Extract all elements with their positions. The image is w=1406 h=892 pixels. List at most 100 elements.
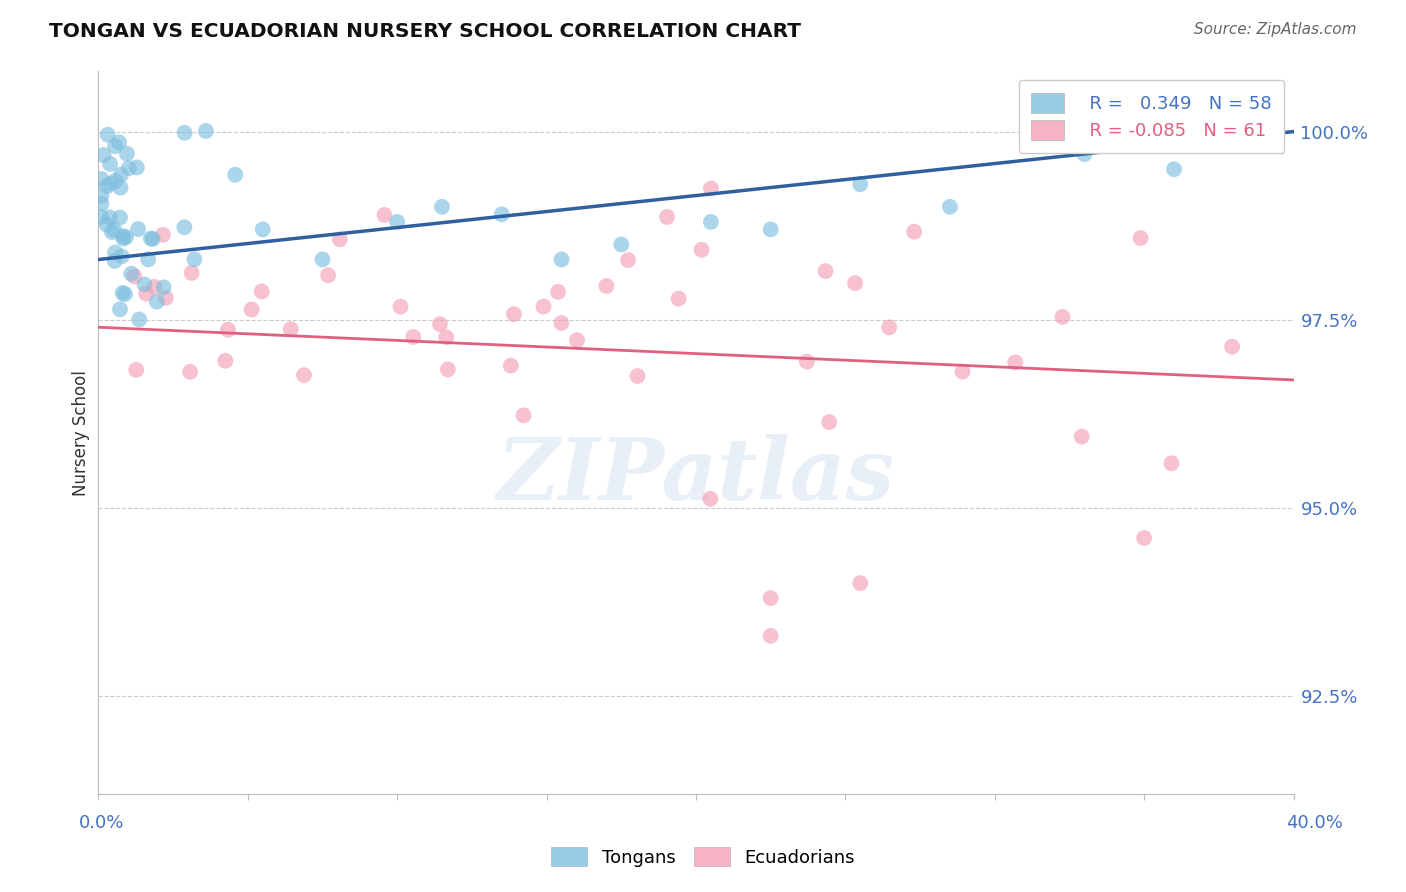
Point bbox=[292, 368, 315, 383]
Point bbox=[108, 136, 131, 150]
Point bbox=[104, 254, 127, 268]
Point bbox=[1133, 531, 1156, 545]
Point bbox=[115, 230, 138, 244]
Point bbox=[93, 148, 115, 162]
Legend: Tongans, Ecuadorians: Tongans, Ecuadorians bbox=[544, 840, 862, 874]
Point bbox=[844, 276, 866, 290]
Text: Source: ZipAtlas.com: Source: ZipAtlas.com bbox=[1194, 22, 1357, 37]
Point bbox=[550, 252, 572, 267]
Point bbox=[112, 231, 135, 245]
Point bbox=[655, 210, 678, 224]
Point bbox=[194, 124, 217, 138]
Point bbox=[118, 161, 141, 175]
Point bbox=[1220, 340, 1243, 354]
Point bbox=[1070, 429, 1092, 443]
Point bbox=[98, 211, 121, 225]
Point bbox=[700, 181, 723, 195]
Y-axis label: Nursery School: Nursery School bbox=[72, 369, 90, 496]
Point bbox=[127, 222, 149, 236]
Point bbox=[135, 286, 157, 301]
Point bbox=[877, 320, 900, 334]
Point bbox=[180, 266, 202, 280]
Point bbox=[550, 316, 572, 330]
Point bbox=[152, 280, 174, 294]
Point bbox=[759, 222, 782, 236]
Point bbox=[183, 252, 205, 267]
Point bbox=[903, 225, 925, 239]
Point bbox=[101, 225, 124, 239]
Point bbox=[110, 168, 132, 182]
Point bbox=[385, 215, 409, 229]
Point bbox=[139, 231, 162, 245]
Point bbox=[849, 178, 872, 192]
Point bbox=[108, 302, 131, 317]
Point bbox=[104, 139, 127, 153]
Point bbox=[143, 280, 166, 294]
Point bbox=[610, 237, 633, 252]
Point bbox=[136, 252, 159, 267]
Point bbox=[1004, 355, 1026, 369]
Point bbox=[103, 222, 125, 236]
Point bbox=[402, 330, 425, 344]
Point bbox=[115, 146, 138, 161]
Text: TONGAN VS ECUADORIAN NURSERY SCHOOL CORRELATION CHART: TONGAN VS ECUADORIAN NURSERY SCHOOL CORR… bbox=[49, 22, 801, 41]
Point bbox=[142, 232, 165, 246]
Point bbox=[110, 180, 132, 194]
Point bbox=[668, 292, 690, 306]
Point bbox=[491, 207, 513, 221]
Point bbox=[429, 317, 451, 331]
Point bbox=[96, 179, 118, 194]
Point bbox=[700, 215, 723, 229]
Point bbox=[690, 243, 713, 257]
Point bbox=[111, 249, 134, 263]
Point bbox=[146, 294, 169, 309]
Point bbox=[240, 302, 263, 317]
Point bbox=[1129, 231, 1152, 245]
Point bbox=[120, 267, 142, 281]
Point bbox=[173, 220, 195, 235]
Point bbox=[97, 128, 120, 142]
Point bbox=[1163, 162, 1185, 177]
Point bbox=[565, 333, 588, 347]
Point bbox=[111, 285, 134, 300]
Point bbox=[1160, 456, 1182, 470]
Point bbox=[1052, 310, 1074, 324]
Point bbox=[547, 285, 569, 299]
Point bbox=[316, 268, 339, 283]
Point bbox=[389, 300, 412, 314]
Point bbox=[499, 359, 522, 373]
Point bbox=[434, 330, 457, 344]
Point bbox=[617, 253, 640, 268]
Point bbox=[224, 168, 246, 182]
Point bbox=[152, 227, 174, 242]
Point bbox=[90, 210, 112, 224]
Point bbox=[124, 269, 146, 284]
Point bbox=[759, 629, 782, 643]
Point bbox=[173, 126, 195, 140]
Point bbox=[437, 362, 460, 376]
Point bbox=[952, 364, 974, 378]
Point bbox=[1073, 147, 1095, 161]
Legend:   R =   0.349   N = 58,   R = -0.085   N = 61: R = 0.349 N = 58, R = -0.085 N = 61 bbox=[1018, 80, 1285, 153]
Point bbox=[250, 285, 273, 299]
Point bbox=[818, 415, 841, 429]
Point bbox=[96, 218, 118, 232]
Point bbox=[125, 161, 148, 175]
Point bbox=[125, 363, 148, 377]
Point bbox=[108, 211, 131, 225]
Point bbox=[849, 576, 872, 591]
Text: 40.0%: 40.0% bbox=[1286, 814, 1343, 831]
Text: ZIPatlas: ZIPatlas bbox=[496, 434, 896, 517]
Point bbox=[280, 322, 302, 336]
Point bbox=[533, 300, 555, 314]
Point bbox=[430, 200, 453, 214]
Point bbox=[512, 409, 534, 423]
Point bbox=[311, 252, 333, 267]
Point bbox=[155, 291, 177, 305]
Text: 0.0%: 0.0% bbox=[79, 814, 124, 831]
Point bbox=[217, 323, 239, 337]
Point bbox=[214, 354, 236, 368]
Point bbox=[112, 229, 135, 244]
Point bbox=[503, 307, 526, 321]
Point bbox=[939, 200, 962, 214]
